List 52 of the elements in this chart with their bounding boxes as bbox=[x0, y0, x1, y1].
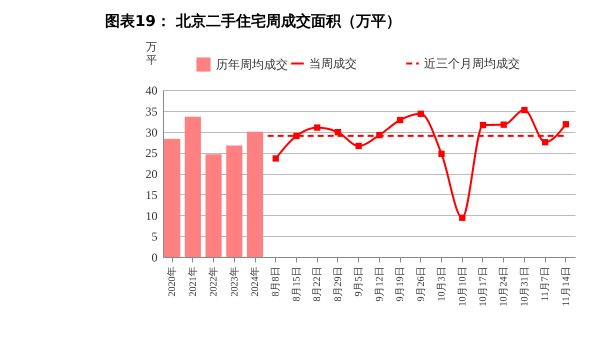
bar bbox=[246, 132, 264, 257]
bar bbox=[164, 138, 180, 257]
y-tick-label: 0 bbox=[152, 250, 158, 264]
x-tick-label: 8月22日 bbox=[312, 266, 324, 302]
x-tick-label: 2022年 bbox=[208, 266, 220, 296]
x-tick-label: 9月12日 bbox=[374, 266, 386, 302]
point bbox=[459, 214, 466, 221]
y-tick-label: 5 bbox=[152, 230, 158, 244]
x-tick-label: 8月15日 bbox=[291, 266, 302, 302]
x-tick-label: 9月19日 bbox=[395, 266, 406, 302]
bar bbox=[205, 154, 222, 257]
x-tick-label: 9月26日 bbox=[416, 266, 427, 302]
x-tick-label: 2024年 bbox=[249, 266, 262, 296]
point bbox=[542, 139, 548, 146]
x-tick-label: 10月31日 bbox=[519, 266, 530, 306]
x-tick-label: 11月7日 bbox=[540, 266, 552, 302]
x-tick-label: 2020年 bbox=[166, 266, 178, 296]
x-tick-label: 11月14日 bbox=[560, 266, 572, 306]
point bbox=[438, 150, 445, 158]
y-tick-label: 40 bbox=[146, 84, 158, 98]
legend-label: 历年周均成交 bbox=[216, 58, 288, 72]
bar bbox=[184, 116, 201, 257]
x-tick-label: 10月10日 bbox=[457, 266, 468, 306]
point bbox=[272, 155, 279, 162]
x-tick-label: 8月29日 bbox=[332, 266, 344, 302]
point bbox=[480, 122, 486, 128]
x-tick-label: 10月3日 bbox=[436, 266, 448, 302]
point bbox=[314, 124, 320, 131]
y-tick-label: 25 bbox=[146, 146, 158, 160]
y-tick-label: 35 bbox=[146, 104, 158, 118]
point bbox=[334, 129, 342, 136]
y-axis-title: 万平 bbox=[146, 42, 157, 66]
x-tick-label: 8月8日 bbox=[270, 266, 282, 296]
y-tick-label: 20 bbox=[146, 167, 158, 181]
x-tick-label: 10月17日 bbox=[478, 266, 489, 306]
x-tick-label: 9月5日 bbox=[354, 266, 365, 296]
y-tick-label: 15 bbox=[146, 188, 158, 202]
x-tick-label: 2023年 bbox=[228, 266, 240, 296]
point bbox=[396, 116, 404, 124]
x-tick-label: 2021年 bbox=[186, 266, 199, 296]
point bbox=[355, 142, 362, 150]
point bbox=[562, 121, 570, 128]
point bbox=[521, 106, 528, 114]
bar bbox=[226, 146, 242, 257]
y-tick-label: 30 bbox=[146, 125, 158, 140]
point bbox=[500, 121, 507, 128]
chart-title: 图表19： 北京二手住宅周成交面积（万平） bbox=[105, 12, 402, 30]
point bbox=[418, 110, 424, 117]
y-tick-label: 10 bbox=[146, 208, 158, 223]
legend-label: 当周成交 bbox=[309, 56, 357, 70]
x-tick-label: 10月24日 bbox=[498, 266, 510, 306]
legend-label: 近三个月周均成交 bbox=[424, 56, 520, 70]
